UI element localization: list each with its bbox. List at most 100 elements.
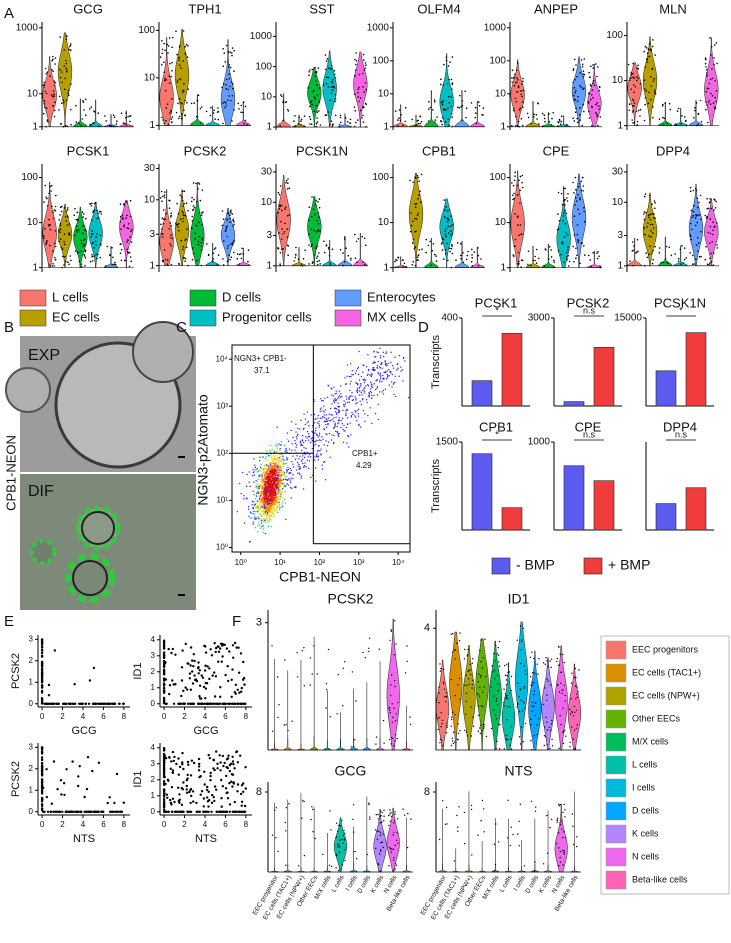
- jitter-point: [569, 261, 571, 263]
- jitter-point: [700, 219, 702, 221]
- event: [255, 503, 256, 504]
- jitter-point: [567, 255, 569, 257]
- jitter-point: [199, 212, 201, 214]
- x-tick-label: 8: [244, 712, 249, 721]
- event: [361, 392, 362, 393]
- jitter-point: [83, 101, 85, 103]
- jitter-point: [588, 111, 590, 113]
- jitter-point: [417, 198, 419, 200]
- event: [277, 473, 278, 474]
- jitter-point: [115, 264, 117, 266]
- point: [227, 703, 229, 705]
- event: [253, 471, 254, 472]
- event: [268, 460, 269, 461]
- event: [253, 513, 254, 514]
- event: [332, 415, 333, 416]
- y-tick-label: 1: [29, 785, 34, 794]
- jitter-point: [690, 191, 692, 193]
- jitter-point: [636, 111, 638, 113]
- jitter-point: [131, 241, 133, 243]
- jitter-point: [444, 199, 446, 201]
- event: [386, 351, 387, 352]
- jitter-point: [710, 226, 712, 228]
- jitter-point: [281, 228, 283, 230]
- event: [261, 464, 262, 465]
- jitter-point: [654, 208, 656, 210]
- jitter-point: [650, 99, 652, 101]
- jitter-point: [314, 110, 316, 112]
- event: [258, 489, 259, 490]
- jitter-point: [699, 214, 701, 216]
- jitter-point: [319, 263, 321, 265]
- event: [375, 356, 376, 357]
- event: [261, 522, 262, 523]
- jitter-point: [180, 102, 182, 104]
- point: [171, 811, 173, 813]
- jitter-point: [233, 70, 235, 72]
- event: [273, 459, 274, 460]
- jitter-point: [126, 241, 128, 243]
- jitter-point: [287, 188, 289, 190]
- event: [256, 486, 257, 487]
- jitter-point: [191, 197, 193, 199]
- event: [284, 477, 285, 478]
- jitter-point: [164, 249, 166, 251]
- jitter-point: [181, 113, 183, 115]
- event: [371, 423, 372, 424]
- jitter-point: [714, 107, 716, 109]
- jitter-point: [417, 259, 419, 261]
- jitter-point: [166, 107, 168, 109]
- jitter-point: [398, 117, 400, 119]
- event: [252, 501, 253, 502]
- point: [41, 669, 43, 671]
- y-tick-label: 100: [21, 172, 38, 183]
- event: [284, 486, 285, 487]
- event: [267, 484, 268, 485]
- jitter-point: [287, 178, 289, 180]
- event: [368, 369, 369, 370]
- jitter-point: [96, 233, 98, 235]
- jitter-point: [281, 96, 283, 98]
- point: [95, 811, 97, 813]
- event: [309, 454, 310, 455]
- point: [65, 703, 67, 705]
- point: [171, 679, 173, 681]
- point: [211, 654, 213, 656]
- event: [271, 515, 272, 516]
- jitter-point: [522, 175, 524, 177]
- event: [336, 417, 337, 418]
- event: [270, 490, 271, 491]
- jitter-point: [326, 114, 328, 116]
- jitter-point: [218, 111, 220, 113]
- event: [393, 394, 394, 395]
- event: [270, 504, 271, 505]
- event: [279, 457, 280, 458]
- jitter-point: [475, 112, 477, 114]
- jitter-point: [521, 233, 523, 235]
- event: [293, 474, 294, 475]
- event: [253, 458, 254, 459]
- event: [267, 520, 268, 521]
- jitter-point: [58, 219, 60, 221]
- jitter-point: [318, 260, 320, 262]
- jitter-point: [451, 89, 453, 91]
- jitter-point: [191, 216, 193, 218]
- event: [258, 510, 259, 511]
- jitter-point: [58, 230, 60, 232]
- point: [214, 785, 216, 787]
- jitter-point: [178, 213, 180, 215]
- jitter-point: [574, 92, 576, 94]
- point: [187, 663, 189, 665]
- jitter-point: [588, 255, 590, 257]
- jitter-point: [544, 118, 546, 120]
- point: [163, 780, 165, 782]
- jitter-point: [161, 64, 163, 66]
- jitter-point: [522, 125, 524, 127]
- jitter-point: [335, 115, 337, 117]
- jitter-point: [317, 121, 319, 123]
- point: [196, 811, 198, 813]
- event: [319, 427, 320, 428]
- event: [250, 486, 251, 487]
- event: [302, 459, 303, 460]
- jitter-point: [281, 205, 283, 207]
